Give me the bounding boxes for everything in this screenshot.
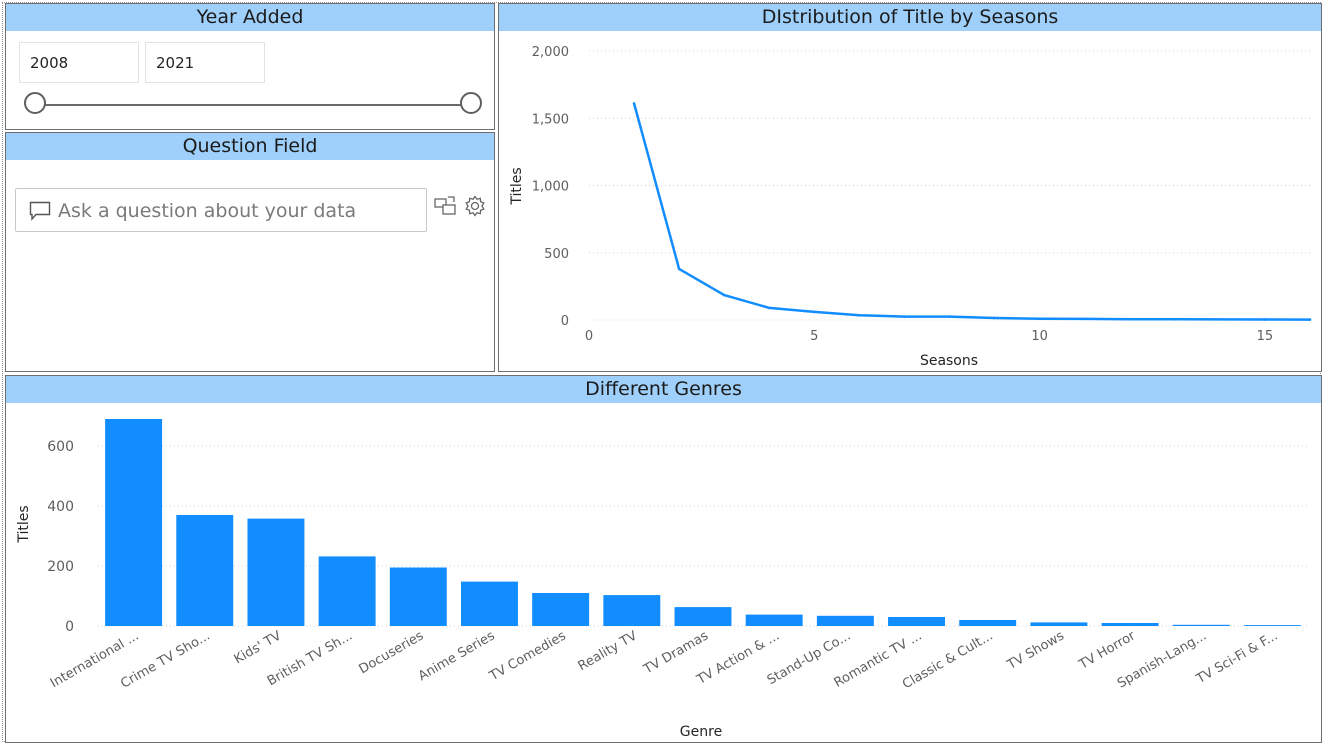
ask-question-placeholder: Ask a question about your data	[58, 200, 357, 222]
seasons-data-point	[1083, 317, 1086, 321]
question-field-panel: Question Field Ask a question about your…	[5, 132, 495, 372]
seasons-data-point	[1038, 317, 1041, 320]
gear-icon[interactable]	[464, 195, 486, 217]
genre-bar	[389, 567, 447, 626]
line-y-tick-label: 500	[544, 247, 569, 262]
bar-y-axis-label: Titles	[16, 505, 32, 543]
seasons-data-point	[1173, 318, 1177, 321]
year-added-slicer: Year Added 2008 2021	[5, 3, 495, 130]
genres-chart-title: Different Genres	[6, 376, 1321, 403]
genre-bar	[1243, 625, 1301, 626]
year-end-input[interactable]: 2021	[145, 42, 265, 83]
seasons-data-point	[722, 293, 726, 297]
year-slider-min-handle[interactable]	[24, 92, 46, 114]
line-x-tick-label: 15	[1257, 329, 1274, 344]
genre-bar	[1172, 624, 1230, 626]
genre-bar	[176, 515, 234, 626]
bar-x-axis-label: Genre	[680, 724, 722, 740]
genre-bar	[816, 615, 874, 626]
line-x-tick-label: 5	[810, 329, 818, 344]
seasons-data-point	[632, 102, 636, 105]
genre-x-tick-label: TV Horror	[1076, 628, 1139, 673]
genre-bar	[674, 607, 732, 626]
bar-y-tick-label: 400	[47, 499, 74, 515]
genre-x-tick-label: Anime Series	[416, 628, 498, 684]
year-start-input[interactable]: 2008	[19, 42, 139, 83]
genre-bar	[959, 620, 1017, 626]
line-x-tick-label: 0	[585, 329, 593, 344]
line-x-tick-label: 10	[1031, 329, 1048, 344]
seasons-chart-title: DIstribution of Title by Seasons	[499, 4, 1321, 31]
seasons-data-point	[1308, 318, 1312, 321]
genre-bar	[1030, 622, 1088, 626]
seasons-data-point	[813, 310, 816, 314]
seasons-data-point	[677, 267, 681, 271]
line-y-axis-label: Titles	[509, 167, 525, 205]
bar-y-tick-label: 600	[47, 439, 74, 455]
year-slider-track[interactable]	[36, 104, 474, 106]
genre-bar	[247, 518, 305, 626]
genres-bar-chart-panel: Different Genres 0 200 400 600 International…	[5, 375, 1322, 743]
seasons-data-point	[767, 306, 771, 310]
seasons-data-point	[948, 315, 951, 318]
genre-x-tick-label: TV Shows	[1004, 628, 1067, 673]
ask-question-input[interactable]: Ask a question about your data	[15, 188, 427, 232]
seasons-data-point	[858, 313, 861, 317]
line-y-tick-label: 0	[561, 314, 569, 329]
genre-bar	[532, 593, 590, 626]
line-y-tick-label: 2,000	[532, 45, 569, 60]
bar-y-tick-label: 0	[65, 619, 74, 635]
line-y-tick-label: 1,000	[532, 180, 569, 195]
genre-bar	[318, 556, 376, 626]
line-y-tick-label: 1,500	[532, 112, 569, 127]
seasons-line-chart-panel: DIstribution of Title by Seasons 0 500 1,0…	[498, 3, 1322, 372]
speech-bubble-icon	[29, 201, 51, 221]
seasons-data-point	[1128, 317, 1132, 321]
line-x-axis-label: Seasons	[920, 353, 978, 369]
year-slider-max-handle[interactable]	[460, 92, 482, 114]
genre-bar	[461, 581, 518, 626]
convert-visual-icon[interactable]	[434, 195, 458, 217]
seasons-data-point	[993, 316, 996, 320]
genre-bar	[603, 595, 661, 626]
seasons-data-point	[903, 315, 906, 318]
seasons-line-chart: 0 500 1,000 1,500 2,000 0 5 10 15 Seasons Titles	[509, 45, 1312, 369]
seasons-data-point	[1263, 318, 1267, 321]
genre-x-tick-label: Docuseries	[357, 628, 427, 677]
genre-bar	[105, 419, 163, 626]
genre-bar	[1101, 623, 1159, 626]
seasons-series-line	[632, 103, 1311, 321]
genre-bar	[745, 614, 803, 626]
genre-x-tick-label: Kids' TV	[232, 628, 284, 667]
genre-x-tick-label: TV Comedies	[486, 628, 568, 684]
question-field-title: Question Field	[6, 133, 494, 160]
genre-bar	[888, 617, 945, 626]
bar-y-tick-label: 200	[47, 559, 74, 575]
year-added-title: Year Added	[6, 4, 494, 31]
genre-x-tick-label: Reality TV	[576, 628, 640, 674]
